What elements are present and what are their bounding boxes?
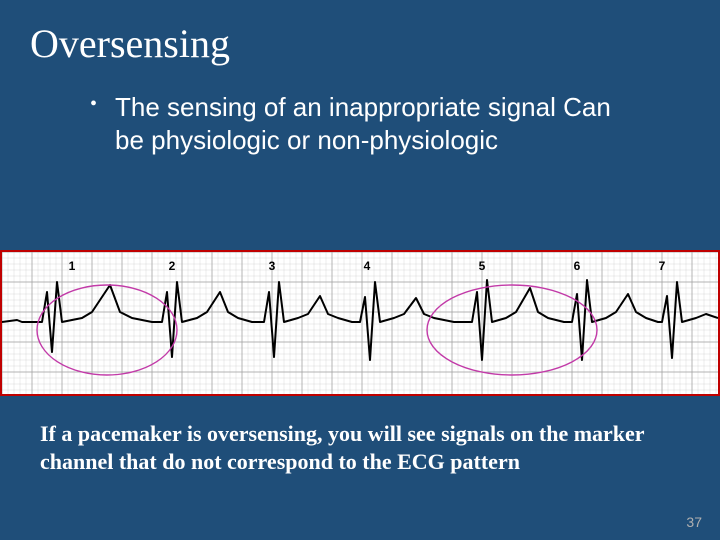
bullet-item: • The sensing of an inappropriate signal…	[90, 91, 640, 156]
ecg-svg: 1 2 3 4 5 6 7	[2, 252, 718, 394]
svg-text:3: 3	[269, 259, 276, 273]
page-number: 37	[686, 514, 702, 530]
svg-text:7: 7	[659, 259, 666, 273]
bullet-text: The sensing of an inappropriate signal C…	[115, 91, 640, 156]
slide-title: Oversensing	[30, 20, 680, 67]
footer-note: If a pacemaker is oversensing, you will …	[40, 420, 680, 475]
slide: Oversensing • The sensing of an inapprop…	[0, 0, 720, 540]
svg-text:6: 6	[574, 259, 581, 273]
ecg-chart: 1 2 3 4 5 6 7	[0, 250, 720, 396]
svg-text:5: 5	[479, 259, 486, 273]
svg-text:2: 2	[169, 259, 176, 273]
svg-text:1: 1	[69, 259, 76, 273]
svg-text:4: 4	[364, 259, 371, 273]
bullet-marker: •	[90, 91, 97, 117]
